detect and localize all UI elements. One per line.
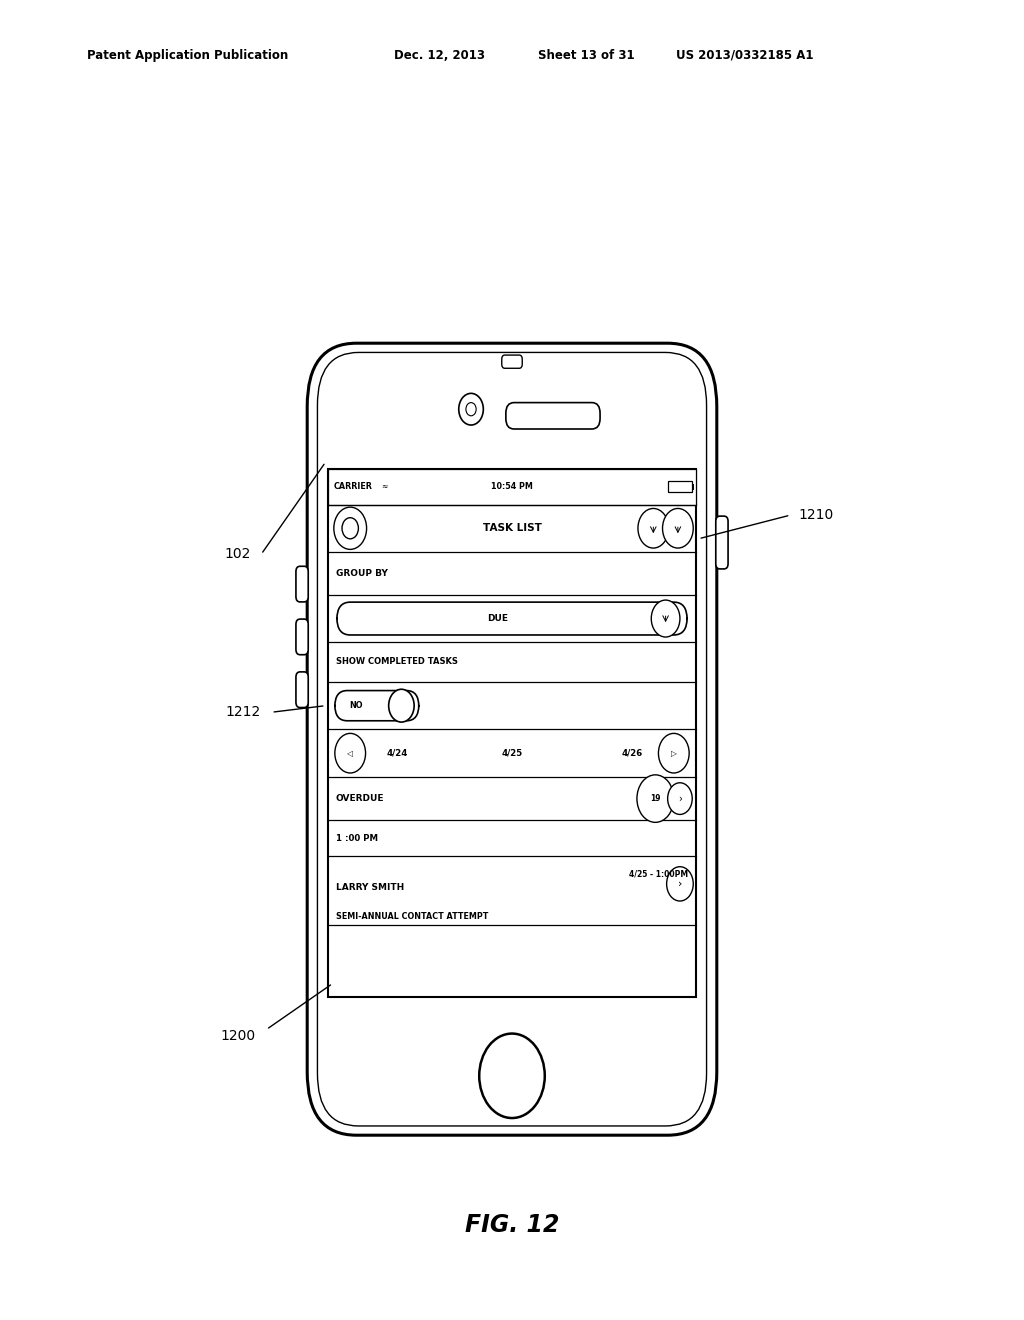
FancyBboxPatch shape [307, 343, 717, 1135]
Text: ◁: ◁ [347, 748, 353, 758]
Text: ▷: ▷ [671, 748, 677, 758]
Circle shape [658, 734, 689, 774]
FancyBboxPatch shape [296, 619, 308, 655]
Text: 4/25 - 1:00PM: 4/25 - 1:00PM [629, 870, 688, 878]
FancyBboxPatch shape [317, 352, 707, 1126]
Bar [692, 483, 694, 490]
Text: TASK LIST: TASK LIST [482, 523, 542, 533]
Circle shape [466, 403, 476, 416]
Circle shape [668, 783, 692, 814]
Circle shape [667, 867, 693, 902]
Text: SHOW COMPLETED TASKS: SHOW COMPLETED TASKS [336, 657, 458, 667]
Text: 19: 19 [650, 795, 660, 803]
Text: 1212: 1212 [226, 705, 261, 719]
Text: 1 :00 PM: 1 :00 PM [336, 834, 378, 842]
Text: US 2013/0332185 A1: US 2013/0332185 A1 [676, 49, 813, 62]
Text: 4/25: 4/25 [502, 748, 522, 758]
FancyBboxPatch shape [296, 672, 308, 708]
Text: 4/26: 4/26 [622, 748, 642, 758]
Text: Dec. 12, 2013: Dec. 12, 2013 [394, 49, 485, 62]
Bar [668, 480, 692, 492]
Text: OVERDUE: OVERDUE [336, 795, 384, 803]
Text: FIG. 12: FIG. 12 [465, 1213, 559, 1237]
FancyBboxPatch shape [335, 690, 419, 721]
Circle shape [459, 393, 483, 425]
Text: CARRIER: CARRIER [334, 482, 373, 491]
Circle shape [663, 508, 693, 548]
Text: DUE: DUE [486, 614, 508, 623]
Circle shape [651, 601, 680, 638]
Text: ›: › [678, 793, 682, 804]
Text: NO: NO [349, 701, 364, 710]
Text: 1200: 1200 [221, 1030, 256, 1043]
Circle shape [335, 734, 366, 774]
Text: Sheet 13 of 31: Sheet 13 of 31 [538, 49, 634, 62]
Circle shape [342, 517, 358, 539]
Text: 102: 102 [224, 548, 251, 561]
Circle shape [638, 508, 669, 548]
Bar [328, 469, 696, 504]
Text: Patent Application Publication: Patent Application Publication [87, 49, 289, 62]
FancyBboxPatch shape [502, 355, 522, 368]
Circle shape [334, 507, 367, 549]
Text: LARRY SMITH: LARRY SMITH [336, 883, 404, 891]
FancyBboxPatch shape [506, 403, 600, 429]
Text: 10:54 PM: 10:54 PM [492, 482, 532, 491]
Text: GROUP BY: GROUP BY [336, 569, 388, 578]
Text: 1210: 1210 [799, 508, 834, 523]
Bar [328, 469, 696, 997]
Circle shape [637, 775, 674, 822]
Text: ≈: ≈ [381, 480, 387, 490]
FancyBboxPatch shape [337, 602, 687, 635]
Text: SEMI-ANNUAL CONTACT ATTEMPT: SEMI-ANNUAL CONTACT ATTEMPT [336, 912, 488, 920]
Text: 4/24: 4/24 [387, 748, 408, 758]
FancyBboxPatch shape [716, 516, 728, 569]
FancyBboxPatch shape [296, 566, 308, 602]
Circle shape [389, 689, 414, 722]
Text: ›: › [678, 879, 682, 888]
Circle shape [479, 1034, 545, 1118]
